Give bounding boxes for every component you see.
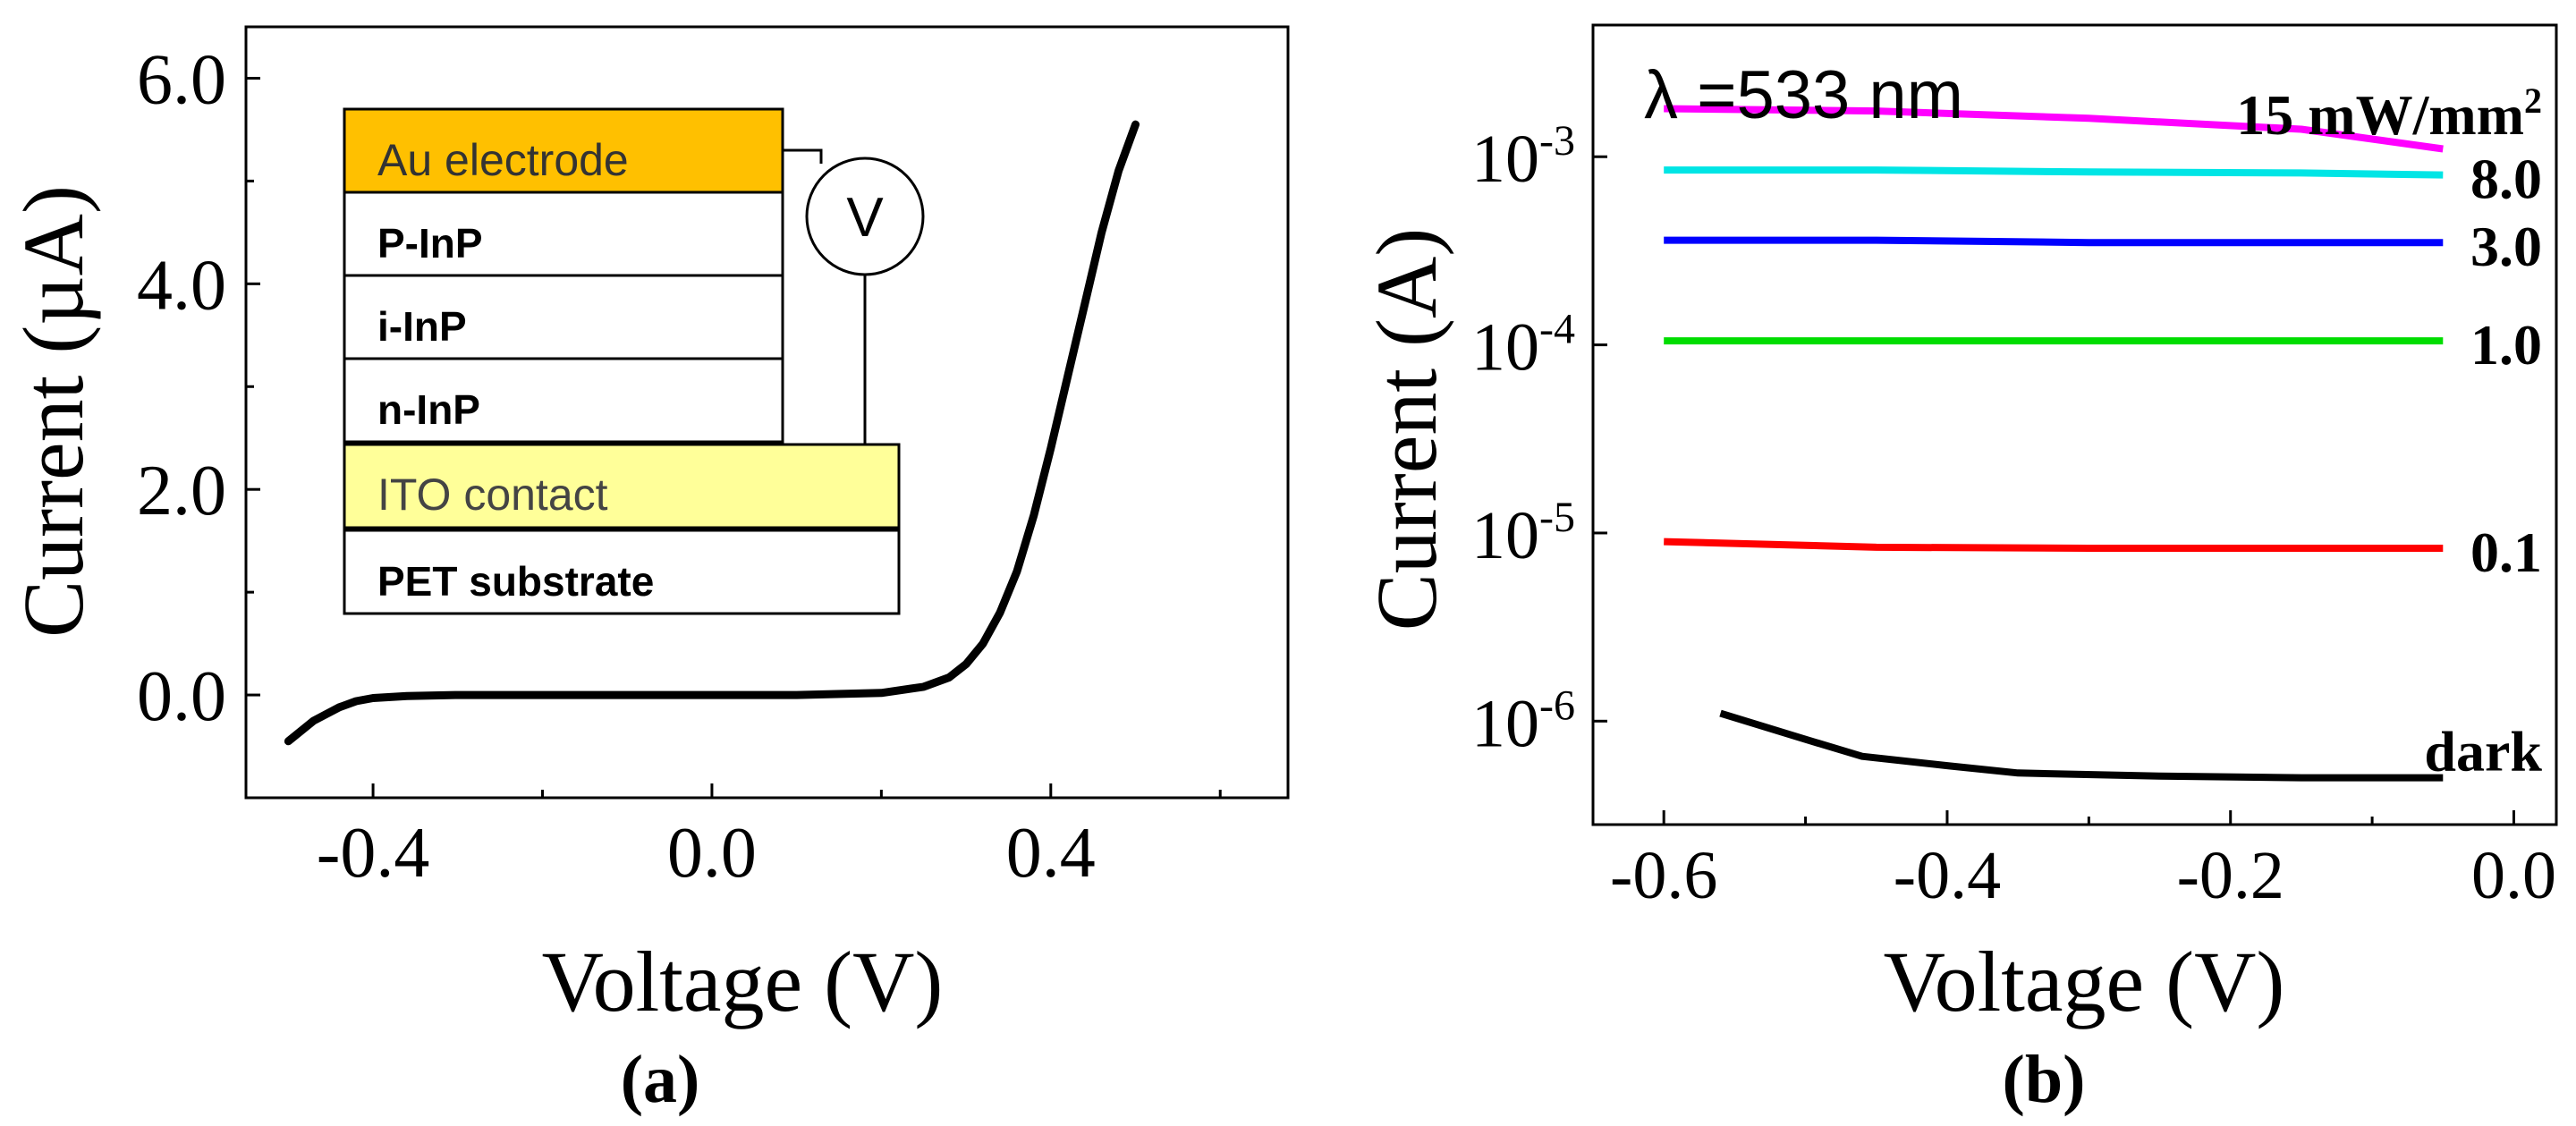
y-tick-label: 10-5 <box>1471 494 1575 573</box>
inset-layer-label: i-InP <box>377 303 467 350</box>
y-tick-label: 0.0 <box>137 657 226 736</box>
x-tick-label: -0.4 <box>317 814 430 893</box>
panel-a-y-axis-label: Current (µA) <box>5 185 101 638</box>
series-label: dark <box>2424 720 2542 783</box>
series-label: 1.0 <box>2470 313 2542 377</box>
panel-b-x-axis-label: Voltage (V) <box>1884 934 2285 1029</box>
device-structure-inset: Au electrode P-InP i-InP n-InP ITO conta… <box>343 107 925 615</box>
y-tick-exponent: -3 <box>1539 117 1575 165</box>
series-label: 3.0 <box>2470 215 2542 278</box>
panel-a-x-axis-label: Voltage (V) <box>542 934 944 1029</box>
inset-layer-label: Au electrode <box>377 135 629 185</box>
series-line <box>1664 166 2444 179</box>
panel-b-y-ticks: 10-310-410-510-6 <box>1471 117 1607 761</box>
inset-layer-ito-contact: ITO contact <box>343 443 901 529</box>
inset-layer-n-inp: n-InP <box>343 357 784 444</box>
inset-layer-au-electrode: Au electrode <box>343 107 784 194</box>
wavelength-annotation: λ =533 nm <box>1644 57 1963 133</box>
voltmeter-label: V <box>846 187 884 249</box>
panel-a-plot-frame <box>244 25 1290 800</box>
series-label: 8.0 <box>2470 148 2542 211</box>
y-tick-label: 4.0 <box>137 246 226 325</box>
y-tick-label: 6.0 <box>137 40 226 119</box>
panel-a-series <box>284 120 1140 746</box>
panel-b-plot-frame <box>1591 23 2558 826</box>
x-tick-label: -0.4 <box>1894 838 2001 913</box>
y-tick-exponent: -4 <box>1539 306 1575 353</box>
x-tick-label: 0.4 <box>1006 814 1096 893</box>
panel-a: -0.4 0.0 0.4 0.0 2.0 4.0 6.0 Voltage (V) Curr… <box>5 25 1290 1117</box>
panel-b-y-axis-label: Current (A) <box>1359 228 1454 631</box>
y-tick-exponent: -6 <box>1539 682 1575 729</box>
series-label: 15 mW/mm2 <box>2236 80 2542 147</box>
x-tick-label: -0.2 <box>2177 838 2284 913</box>
panel-b-x-ticks: -0.6 -0.4 -0.2 0.0 <box>1610 810 2556 913</box>
y-tick-base: 10 <box>1471 498 1539 573</box>
inset-layer-i-inp: i-InP <box>343 274 784 360</box>
inset-layer-label: P-InP <box>377 220 483 267</box>
series-label: 0.1 <box>2470 521 2542 584</box>
x-tick-label: 0.0 <box>667 814 757 893</box>
y-tick-label: 2.0 <box>137 452 226 530</box>
y-tick-base: 10 <box>1471 686 1539 761</box>
y-tick-label: 10-3 <box>1471 117 1575 197</box>
y-tick-label: 10-4 <box>1471 306 1575 385</box>
inset-layer-label: n-InP <box>377 386 480 433</box>
panel-b-series <box>1664 105 2444 782</box>
series-line <box>1664 236 2444 247</box>
series-line <box>1664 538 2444 552</box>
y-tick-base: 10 <box>1471 122 1539 197</box>
x-tick-label: 0.0 <box>2471 838 2556 913</box>
panel-a-y-ticks: 0.0 2.0 4.0 6.0 <box>137 40 260 736</box>
panel-b-label: (b) <box>2003 1042 2086 1117</box>
iv-curve <box>284 120 1140 746</box>
series-line <box>1719 709 2444 782</box>
panel-b: -0.6 -0.4 -0.2 0.0 10-310-410-510-6 15 mW/m… <box>1359 23 2558 1117</box>
inset-layer-p-inp: P-InP <box>343 190 784 277</box>
y-tick-exponent: -5 <box>1539 494 1575 541</box>
y-tick-label: 10-6 <box>1471 682 1575 761</box>
inset-layer-label: PET substrate <box>377 558 654 605</box>
y-tick-base: 10 <box>1471 310 1539 385</box>
voltmeter-wire-top <box>783 148 823 164</box>
inset-layer-label: ITO contact <box>377 470 608 520</box>
x-tick-label: -0.6 <box>1610 838 1717 913</box>
panel-a-label: (a) <box>621 1042 700 1117</box>
panel-a-x-ticks: -0.4 0.0 0.4 <box>317 783 1222 893</box>
series-line <box>1664 105 2444 153</box>
inset-layer-pet-substrate: PET substrate <box>343 529 901 615</box>
voltmeter: V <box>783 148 925 444</box>
